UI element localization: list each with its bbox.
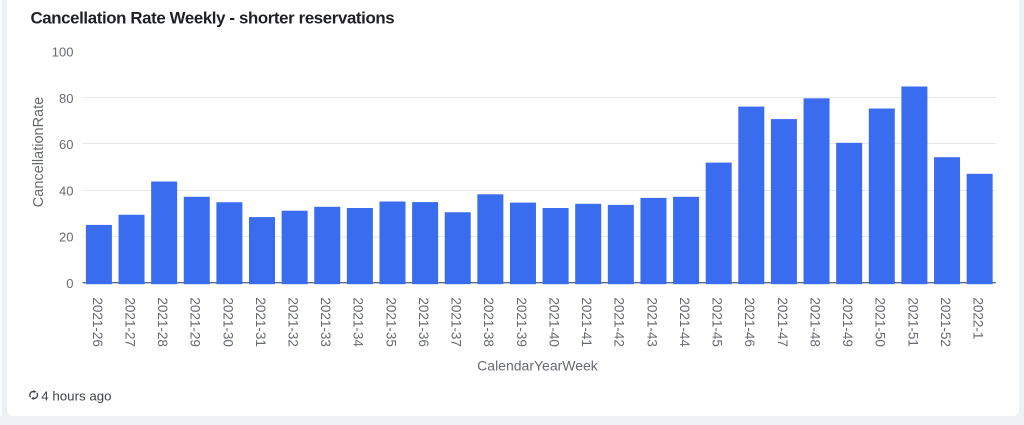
svg-text:2021-40: 2021-40 bbox=[546, 297, 561, 347]
svg-text:CancellationRate: CancellationRate bbox=[31, 97, 47, 207]
svg-text:2021-44: 2021-44 bbox=[677, 297, 692, 347]
svg-text:2021-34: 2021-34 bbox=[351, 297, 366, 347]
svg-text:60: 60 bbox=[59, 137, 73, 152]
svg-text:2021-41: 2021-41 bbox=[579, 297, 594, 347]
svg-text:2021-52: 2021-52 bbox=[938, 297, 953, 347]
svg-text:2021-33: 2021-33 bbox=[318, 297, 333, 347]
svg-text:2021-43: 2021-43 bbox=[644, 297, 659, 347]
svg-text:2021-38: 2021-38 bbox=[481, 297, 496, 347]
svg-text:2021-49: 2021-49 bbox=[840, 297, 855, 347]
svg-text:2021-45: 2021-45 bbox=[710, 297, 725, 347]
svg-text:4 hours ago: 4 hours ago bbox=[41, 389, 111, 404]
svg-text:40: 40 bbox=[59, 183, 73, 198]
svg-text:2021-27: 2021-27 bbox=[122, 297, 137, 347]
svg-text:2021-39: 2021-39 bbox=[514, 297, 529, 347]
svg-text:CalendarYearWeek: CalendarYearWeek bbox=[477, 358, 599, 374]
svg-text:0: 0 bbox=[66, 276, 73, 291]
svg-text:2021-35: 2021-35 bbox=[383, 297, 398, 347]
svg-text:100: 100 bbox=[52, 45, 74, 60]
svg-text:Cancellation Rate Weekly - sho: Cancellation Rate Weekly - shorter reser… bbox=[31, 9, 395, 28]
svg-text:20: 20 bbox=[59, 230, 73, 245]
svg-text:2021-36: 2021-36 bbox=[416, 297, 431, 347]
svg-text:2021-37: 2021-37 bbox=[449, 297, 464, 347]
svg-text:2021-42: 2021-42 bbox=[612, 297, 627, 347]
svg-text:80: 80 bbox=[59, 91, 73, 106]
svg-text:2021-46: 2021-46 bbox=[742, 297, 757, 347]
svg-text:2021-48: 2021-48 bbox=[807, 297, 822, 347]
svg-text:2021-28: 2021-28 bbox=[155, 297, 170, 347]
svg-text:2021-32: 2021-32 bbox=[285, 297, 300, 347]
svg-text:2021-30: 2021-30 bbox=[220, 297, 235, 347]
svg-text:2021-47: 2021-47 bbox=[775, 297, 790, 347]
svg-text:2021-50: 2021-50 bbox=[873, 297, 888, 347]
svg-text:2021-29: 2021-29 bbox=[188, 297, 203, 347]
svg-text:2021-31: 2021-31 bbox=[253, 297, 268, 347]
svg-text:2021-26: 2021-26 bbox=[90, 297, 105, 347]
svg-text:2021-51: 2021-51 bbox=[905, 297, 920, 347]
svg-text:2022-1: 2022-1 bbox=[971, 297, 986, 339]
